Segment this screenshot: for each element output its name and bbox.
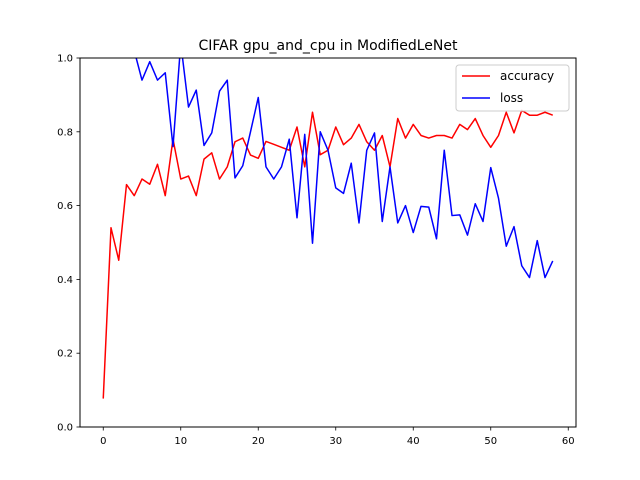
y-tick-label: 0.4 bbox=[57, 275, 73, 286]
y-tick-label: 0.8 bbox=[57, 127, 73, 138]
legend: accuracy loss bbox=[455, 64, 570, 112]
x-tick-label: 60 bbox=[562, 436, 575, 447]
x-tick-label: 40 bbox=[407, 436, 420, 447]
x-tick-label: 0 bbox=[100, 436, 106, 447]
legend-label-accuracy: accuracy bbox=[500, 69, 554, 83]
y-axis: 0.0 0.2 0.4 0.6 0.8 1.0 bbox=[57, 54, 80, 434]
x-axis: 0 10 20 30 40 50 60 bbox=[100, 427, 575, 447]
legend-label-loss: loss bbox=[500, 91, 523, 105]
x-tick-label: 30 bbox=[329, 436, 342, 447]
y-tick-label: 0.6 bbox=[57, 201, 73, 212]
x-tick-label: 20 bbox=[252, 436, 265, 447]
y-tick-label: 1.0 bbox=[57, 54, 73, 65]
x-tick-label: 50 bbox=[484, 436, 497, 447]
y-tick-label: 0.0 bbox=[57, 423, 73, 434]
y-tick-label: 0.2 bbox=[57, 349, 73, 360]
chart-title: CIFAR gpu_and_cpu in ModifiedLeNet bbox=[198, 38, 458, 54]
series-line-loss bbox=[135, 58, 554, 279]
series-layer bbox=[102, 58, 554, 399]
x-tick-label: 10 bbox=[174, 436, 187, 447]
plot-area-frame bbox=[79, 57, 577, 428]
